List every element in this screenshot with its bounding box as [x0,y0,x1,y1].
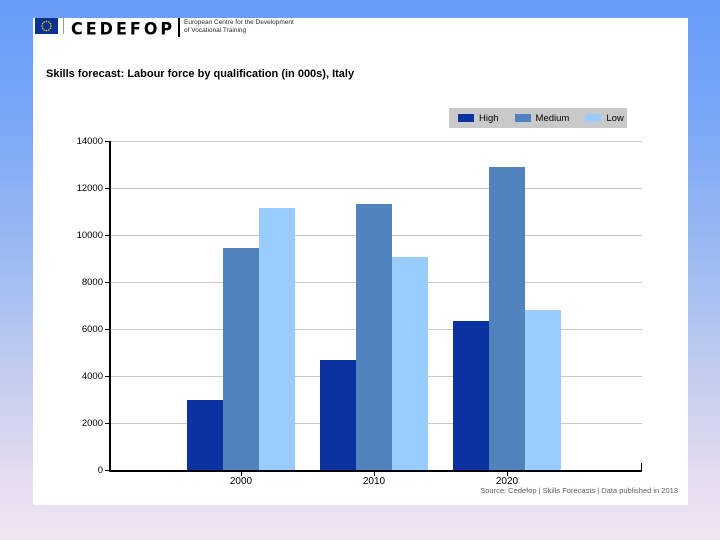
cedefop-header: CEDEFOP European Centre for the Developm… [33,18,688,58]
x-tick-label-2010: 2010 [362,476,386,487]
legend-swatch-medium-icon [514,114,531,122]
bar-high-2010 [320,360,356,470]
bar-chart: 0 2000 4000 6000 8000 10000 12000 14000 2000 2010… [33,18,688,505]
y-tick-4000 [105,376,110,377]
cedefop-logo: CEDEFOP [71,19,176,39]
y-tick-12000 [105,188,110,189]
x-axis-end-tick [641,463,642,470]
bar-low-2010 [392,257,428,470]
bar-medium-2000 [223,248,259,470]
bar-low-2020 [525,310,561,470]
bar-medium-2020 [489,167,525,470]
legend-item-medium: Medium [514,112,570,124]
gridline-14000 [110,141,642,142]
x-tick-2010 [374,472,375,476]
source-caption: Source: Cedefop | Skills Forecasts | Dat… [480,486,678,495]
x-tick-2000 [241,472,242,476]
y-tick-label-12000: 12000 [76,183,103,194]
org-name-line1: European Centre for the Development [184,19,294,26]
y-tick-label-2000: 2000 [81,418,103,429]
x-tick-label-2020: 2020 [495,476,519,487]
bar-high-2000 [187,400,223,471]
legend-swatch-high-icon [458,114,474,122]
y-tick-6000 [105,329,110,330]
org-name: European Centre for the Development of V… [184,19,294,35]
y-tick-label-0: 0 [97,465,103,476]
y-tick-label-10000: 10000 [76,230,103,241]
legend-label-low: Low [606,112,624,124]
bar-high-2020 [453,321,489,470]
y-tick-2000 [105,423,110,424]
gridline-12000 [110,188,642,189]
chart-legend: High Medium Low [449,108,627,128]
y-tick-8000 [105,282,110,283]
x-axis [109,470,642,472]
y-tick-label-8000: 8000 [81,277,103,288]
bar-low-2000 [259,208,295,470]
legend-label-high: High [479,112,499,124]
org-name-line2: of Vocational Training [184,27,247,34]
y-tick-label-6000: 6000 [81,324,103,335]
x-tick-label-2000: 2000 [229,476,253,487]
y-axis [109,141,111,472]
legend-item-high: High [458,113,499,124]
y-tick-label-4000: 4000 [81,371,103,382]
legend-item-low: Low [585,112,624,124]
y-tick-label-14000: 14000 [76,136,103,147]
bar-medium-2010 [356,204,392,470]
presentation-slide: CEDEFOP European Centre for the Developm… [33,18,688,505]
legend-label-medium: Medium [535,112,570,124]
y-tick-0 [105,470,110,471]
eu-flag-icon [35,18,58,34]
header-divider-thin [63,18,64,34]
chart-title: Skills forecast: Labour force by qualifi… [46,68,355,80]
legend-swatch-low-icon [585,114,602,122]
y-tick-14000 [105,141,110,142]
y-tick-10000 [105,235,110,236]
x-tick-2020 [507,472,508,476]
header-divider-thick [178,18,180,37]
